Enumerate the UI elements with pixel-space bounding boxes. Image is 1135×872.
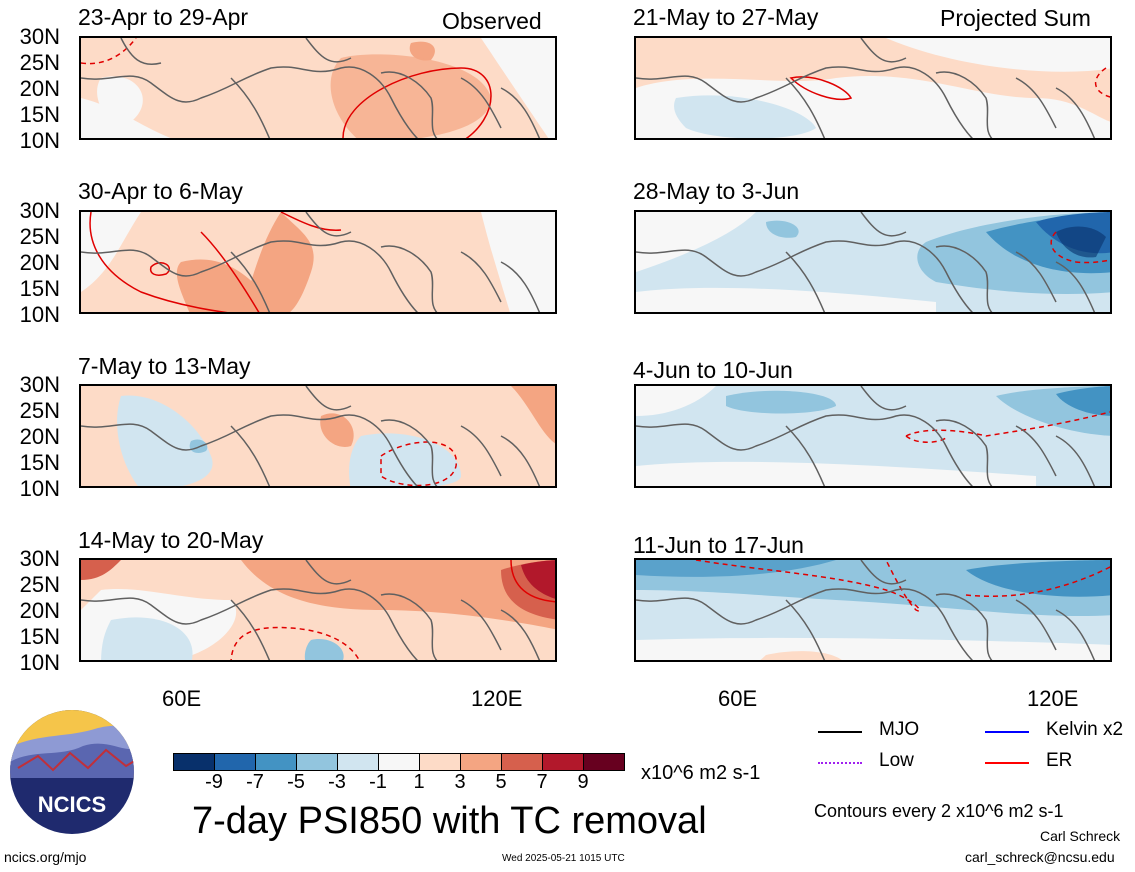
colorbar-swatch	[173, 753, 215, 771]
colorbar-tick: 3	[454, 771, 466, 793]
map-panel-right-3	[634, 384, 1112, 488]
colorbar-tick: 7	[536, 771, 548, 793]
colorbar-tick: -7	[246, 771, 264, 793]
lat-label: 10N	[19, 128, 60, 153]
lat-label: 25N	[19, 50, 60, 75]
ncics-logo: NCICS	[8, 708, 136, 836]
legend-label-er: ER	[1046, 750, 1073, 771]
lat-label: 30N	[19, 24, 60, 49]
panel-title-right-1: 21-May to 27-May	[633, 4, 819, 30]
map-panel-left-4	[79, 558, 557, 662]
lat-label: 25N	[19, 398, 60, 423]
map-panel-right-4	[634, 558, 1112, 662]
footer-email[interactable]: carl_schreck@ncsu.edu	[965, 849, 1115, 865]
panel-title-right-3: 4-Jun to 10-Jun	[633, 357, 793, 383]
lat-label: 15N	[19, 450, 60, 475]
lat-label: 10N	[19, 650, 60, 675]
footer-url[interactable]: ncics.org/mjo	[4, 849, 87, 865]
footer-timestamp: Wed 2025-05-21 1015 UTC	[502, 853, 625, 864]
colorbar-units: x10^6 m2 s-1	[641, 762, 761, 784]
observed-label: Observed	[442, 8, 542, 34]
legend-line-kelvin	[985, 731, 1029, 733]
lat-label: 30N	[19, 546, 60, 571]
lon-label-left-60e: 60E	[162, 686, 202, 711]
colorbar-swatch	[378, 753, 420, 771]
projected-sum-label: Projected Sum	[940, 5, 1091, 31]
colorbar-tick: 1	[413, 771, 425, 793]
map-panel-left-3	[79, 384, 557, 488]
colorbar-tick: -5	[287, 771, 305, 793]
colorbar-swatch	[501, 753, 543, 771]
lat-label: 20N	[19, 76, 60, 101]
colorbar-tick: -3	[328, 771, 346, 793]
colorbar-swatch	[460, 753, 502, 771]
map-panel-left-1	[79, 36, 557, 140]
lat-label: 10N	[19, 476, 60, 501]
contour-interval-note: Contours every 2 x10^6 m2 s-1	[814, 801, 1064, 821]
colorbar-swatch	[542, 753, 584, 771]
panel-title-left-3: 7-May to 13-May	[78, 353, 251, 379]
logo-text: NCICS	[38, 792, 106, 817]
footer-author: Carl Schreck	[1040, 828, 1121, 844]
colorbar-swatch	[337, 753, 379, 771]
legend-label-kelvin: Kelvin x2	[1046, 719, 1124, 740]
colorbar-swatch	[583, 753, 625, 771]
lat-label: 15N	[19, 102, 60, 127]
panel-title-left-2: 30-Apr to 6-May	[78, 178, 243, 204]
lon-label-right-60e: 60E	[718, 686, 758, 711]
colorbar-swatch	[214, 753, 256, 771]
legend-label-mjo: MJO	[879, 719, 920, 740]
lat-label: 30N	[19, 372, 60, 397]
lat-label: 25N	[19, 224, 60, 249]
legend-line-er	[985, 762, 1029, 764]
lat-label: 20N	[19, 424, 60, 449]
panel-title-left-4: 14-May to 20-May	[78, 527, 264, 553]
lon-label-right-120e: 120E	[1027, 686, 1079, 711]
legend-label-low: Low	[879, 750, 914, 771]
lat-label: 30N	[19, 198, 60, 223]
panel-title-left-1: 23-Apr to 29-Apr	[78, 4, 249, 30]
lat-label: 20N	[19, 250, 60, 275]
colorbar-tick: -1	[369, 771, 387, 793]
map-panel-right-1	[634, 36, 1112, 140]
colorbar-tick: -9	[205, 771, 223, 793]
main-title: 7-day PSI850 with TC removal	[192, 800, 707, 842]
lon-label-left-120e: 120E	[471, 686, 523, 711]
map-panel-left-2	[79, 210, 557, 314]
panel-title-right-4: 11-Jun to 17-Jun	[633, 532, 804, 558]
lat-label: 20N	[19, 598, 60, 623]
panel-title-right-2: 28-May to 3-Jun	[633, 178, 800, 204]
legend-line-mjo	[818, 731, 862, 733]
lat-label: 15N	[19, 624, 60, 649]
colorbar-swatch	[296, 753, 338, 771]
colorbar-swatch	[419, 753, 461, 771]
colorbar-tick: 9	[577, 771, 589, 793]
lat-label: 10N	[19, 302, 60, 327]
lat-label: 25N	[19, 572, 60, 597]
legend-line-low	[818, 762, 862, 764]
colorbar-swatch	[255, 753, 297, 771]
lat-label: 15N	[19, 276, 60, 301]
colorbar-tick: 5	[495, 771, 507, 793]
map-panel-right-2	[634, 210, 1112, 314]
